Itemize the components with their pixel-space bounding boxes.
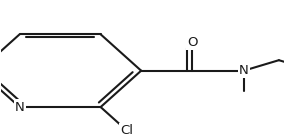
Text: O: O bbox=[187, 36, 198, 49]
Text: N: N bbox=[15, 101, 25, 114]
Text: N: N bbox=[239, 64, 249, 77]
Text: Cl: Cl bbox=[120, 124, 133, 137]
